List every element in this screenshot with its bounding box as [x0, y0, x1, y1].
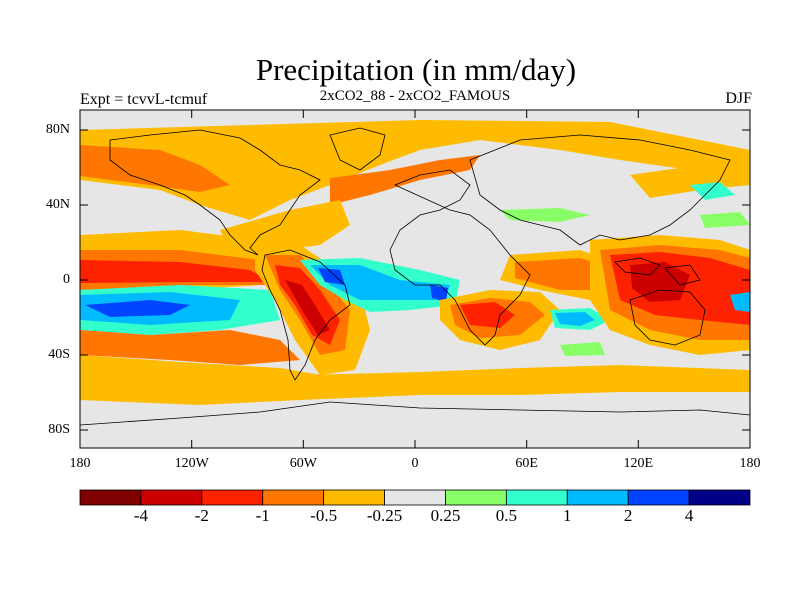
region-north-atlantic-pacific — [80, 120, 750, 220]
coastlines — [80, 127, 750, 426]
lat-tick-label: 0 — [63, 272, 70, 287]
lon-tick-label: 180 — [69, 456, 91, 471]
colorbar-label: -2 — [194, 506, 209, 525]
region-southern-africa-red — [460, 302, 515, 328]
lon-tick-label: 120E — [623, 456, 654, 471]
region-north-atlantic-orange — [330, 155, 480, 205]
lon-tick-label: 60W — [289, 456, 317, 471]
colorbar-label: -0.5 — [310, 506, 338, 525]
experiment-label: Expt = tcvvL-tcmuf — [80, 91, 208, 108]
lat-tick-label: 80N — [45, 122, 70, 137]
region-north-pacific-orange — [80, 145, 230, 192]
region-tropical-pacific-south-darkblue — [85, 300, 190, 317]
colorbar-label: -1 — [255, 506, 270, 525]
lon-tick-label: 180 — [739, 456, 761, 471]
colorbar-swatch — [323, 489, 385, 506]
colorbar-swatch — [384, 489, 446, 506]
region-southern-ocean-band — [80, 365, 750, 405]
region-antarctic-wet — [560, 342, 605, 356]
plot-title: Precipitation (in mm/day) — [255, 52, 577, 87]
lon-tick-label: 0 — [411, 456, 419, 471]
region-north-atlantic-mid — [220, 200, 350, 252]
coast-australia — [629, 289, 706, 346]
colorbar-swatch — [505, 489, 568, 506]
coast-asia — [469, 134, 731, 246]
lon-tick-label: 60E — [515, 456, 538, 471]
precipitation-field — [80, 110, 750, 448]
colorbar-swatch — [79, 489, 142, 506]
colorbar-swatch — [688, 489, 751, 506]
region-south-america-darkred — [285, 280, 330, 335]
region-gulf-guinea-darkblue — [430, 285, 448, 302]
region-south-pacific-wet-east — [730, 292, 750, 312]
region-east-asia-wet — [690, 182, 735, 200]
colorbar — [79, 489, 751, 506]
colorbar-label: 0.25 — [430, 506, 461, 525]
colorbar-label: 0.5 — [495, 506, 517, 525]
region-south-pacific-dry — [80, 330, 300, 365]
region-tropical-atlantic-darkblue — [318, 268, 345, 285]
colorbar-label: -4 — [133, 506, 148, 525]
colorbar-label: 4 — [684, 506, 694, 525]
colorbar-swatch — [262, 489, 325, 506]
colorbar-swatch — [140, 489, 203, 506]
region-east-asia-band — [630, 160, 750, 198]
colorbar-swatch — [445, 489, 507, 506]
colorbar-label: -0.25 — [366, 506, 403, 525]
colorbar-swatch — [201, 489, 264, 506]
colorbar-label: 2 — [623, 506, 633, 525]
region-tropical-pacific-north-red — [80, 260, 270, 283]
coast-indonesia — [614, 257, 701, 286]
colorbar-label: 1 — [563, 506, 572, 525]
coast-greenland — [329, 127, 386, 171]
colorbar-swatch — [566, 489, 629, 506]
plot-subtitle: 2xCO2_88 - 2xCO2_FAMOUS — [319, 88, 511, 104]
region-west-pacific-wet — [500, 208, 590, 222]
coast-north-america — [109, 129, 321, 256]
coast-antarctica — [80, 401, 750, 426]
region-indian-ocean-blue — [555, 312, 595, 326]
lat-tick-label: 40S — [48, 347, 70, 362]
lat-tick-label: 80S — [48, 422, 70, 437]
lon-tick-label: 120W — [174, 456, 209, 471]
season-label: DJF — [725, 90, 752, 107]
coast-south-america — [261, 249, 351, 381]
region-maritime-continent-darkred — [630, 262, 690, 302]
colorbar-swatch — [627, 489, 690, 506]
lat-tick-label: 40N — [45, 197, 70, 212]
region-east-pacific-wet-small — [700, 212, 750, 228]
axis-ticks — [80, 110, 750, 448]
coast-europe-africa — [389, 169, 531, 346]
region-tropical-atlantic-blue — [310, 265, 450, 300]
